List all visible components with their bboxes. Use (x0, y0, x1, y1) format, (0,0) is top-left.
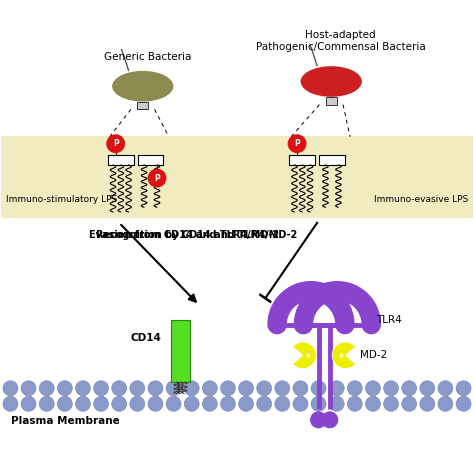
Circle shape (57, 396, 73, 411)
Text: P: P (154, 173, 160, 182)
Circle shape (365, 381, 381, 396)
Circle shape (93, 381, 109, 396)
Circle shape (112, 396, 127, 411)
Circle shape (456, 381, 471, 396)
Circle shape (130, 396, 145, 411)
Circle shape (220, 396, 236, 411)
Circle shape (220, 381, 236, 396)
Bar (137, 102, 148, 109)
Circle shape (93, 396, 109, 411)
Bar (319, 155, 345, 165)
Ellipse shape (301, 66, 362, 97)
Circle shape (275, 381, 290, 396)
Text: Immuno-stimulatory LPS: Immuno-stimulatory LPS (6, 195, 118, 204)
Circle shape (256, 396, 272, 411)
Circle shape (148, 396, 163, 411)
Text: Immuno-evasive LPS: Immuno-evasive LPS (374, 195, 468, 204)
Circle shape (130, 381, 145, 396)
Circle shape (238, 396, 254, 411)
Text: Host-adapted
Pathogenic/Commensal Bacteria: Host-adapted Pathogenic/Commensal Bacter… (256, 30, 426, 52)
Bar (171, 320, 191, 382)
Circle shape (256, 381, 272, 396)
Circle shape (147, 169, 166, 188)
Circle shape (202, 396, 218, 411)
Circle shape (184, 396, 199, 411)
Circle shape (3, 381, 18, 396)
Bar (1, 136, 473, 218)
Circle shape (3, 396, 18, 411)
Circle shape (310, 411, 327, 428)
Circle shape (438, 381, 453, 396)
Circle shape (401, 381, 417, 396)
Circle shape (106, 134, 125, 153)
Text: Evasion from CD14 and TLR4/MD-2: Evasion from CD14 and TLR4/MD-2 (89, 230, 279, 240)
Text: Recognition by CD14 and TLR4/MD-2: Recognition by CD14 and TLR4/MD-2 (96, 230, 297, 240)
Circle shape (321, 411, 338, 428)
Circle shape (293, 381, 308, 396)
Wedge shape (332, 342, 356, 368)
Text: Plasma Membrane: Plasma Membrane (11, 416, 119, 426)
Circle shape (184, 381, 199, 396)
Text: P: P (294, 139, 300, 148)
Text: CD14: CD14 (130, 333, 161, 343)
Circle shape (347, 396, 362, 411)
Circle shape (456, 396, 471, 411)
Circle shape (21, 381, 36, 396)
Bar (289, 155, 315, 165)
Text: TLR4: TLR4 (376, 315, 402, 325)
Circle shape (75, 381, 91, 396)
Circle shape (166, 381, 181, 396)
Circle shape (329, 381, 344, 396)
Circle shape (347, 381, 362, 396)
Circle shape (202, 381, 218, 396)
Wedge shape (293, 342, 316, 368)
Circle shape (311, 381, 326, 396)
Circle shape (238, 381, 254, 396)
Text: P: P (113, 139, 118, 148)
Circle shape (365, 396, 381, 411)
Circle shape (39, 396, 54, 411)
Circle shape (438, 396, 453, 411)
Circle shape (420, 381, 435, 396)
Circle shape (148, 381, 163, 396)
Circle shape (293, 396, 308, 411)
Circle shape (401, 396, 417, 411)
Circle shape (288, 134, 307, 153)
Circle shape (57, 381, 73, 396)
Circle shape (420, 396, 435, 411)
Ellipse shape (112, 71, 173, 101)
Bar (108, 155, 134, 165)
Circle shape (166, 396, 181, 411)
Circle shape (383, 381, 399, 396)
Circle shape (275, 396, 290, 411)
Circle shape (329, 396, 344, 411)
Circle shape (39, 381, 54, 396)
Circle shape (112, 381, 127, 396)
Text: Generic Bacteria: Generic Bacteria (104, 52, 191, 62)
Bar (326, 97, 337, 105)
Bar (137, 155, 164, 165)
Text: MD-2: MD-2 (360, 350, 388, 360)
Circle shape (311, 396, 326, 411)
Circle shape (383, 396, 399, 411)
Circle shape (21, 396, 36, 411)
Circle shape (75, 396, 91, 411)
